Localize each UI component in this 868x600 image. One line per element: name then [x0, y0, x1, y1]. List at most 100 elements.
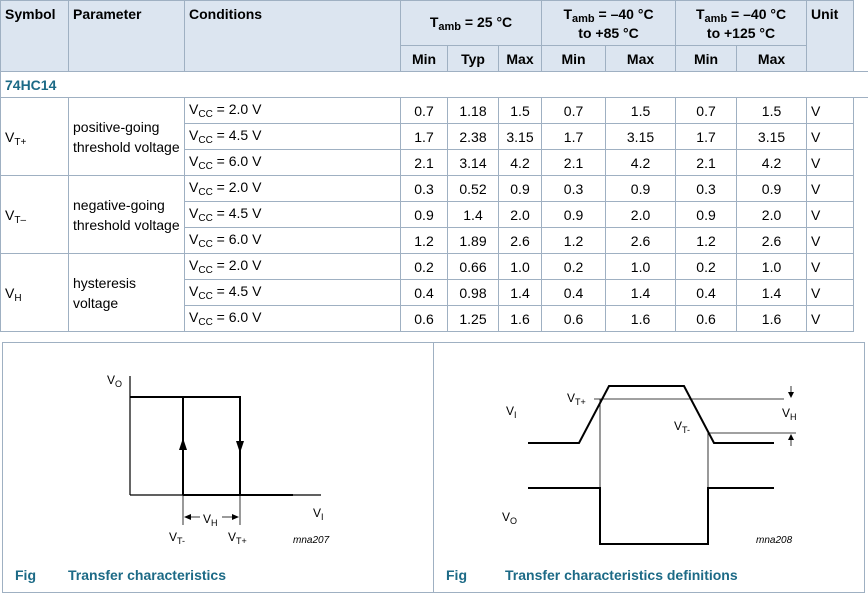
- value-cell: 1.2: [400, 227, 448, 254]
- condition-cell: VCC = 4.5 V: [184, 123, 401, 150]
- up-arrow-icon: [179, 438, 187, 450]
- value-cell: 3.15: [736, 123, 808, 150]
- condition-cell: VCC = 6.0 V: [184, 305, 401, 332]
- value-cell: 1.5: [736, 97, 808, 124]
- transfer-definitions-diagram: VI VO VT+ VT- VH mna208: [502, 385, 797, 546]
- value-cell: 0.4: [675, 279, 738, 306]
- unit-cell: V: [806, 123, 855, 150]
- figure-2-caption: Fig Transfer characteristics definitions: [446, 567, 738, 583]
- header-max: Max: [736, 45, 808, 72]
- table-row: VH hysteresis voltage VCC = 2.0 V 0.2 0.66 1.…: [0, 253, 868, 332]
- value-cell: 1.18: [447, 97, 499, 124]
- header-typ: Typ: [447, 45, 499, 72]
- hysteresis-upper-path: [130, 396, 241, 495]
- vo-axis-label: VO: [107, 373, 122, 389]
- value-cell: 0.7: [541, 97, 607, 124]
- header-min: Min: [675, 45, 738, 72]
- vh-label: VH: [782, 406, 797, 422]
- header-tamb-125: Tamb = –40 °C to +125 °C: [675, 0, 808, 46]
- value-cell: 0.9: [541, 201, 607, 228]
- input-waveform: [528, 385, 774, 444]
- header-max: Max: [605, 45, 677, 72]
- value-cell: 1.7: [400, 123, 448, 150]
- value-cell: 4.2: [605, 149, 677, 176]
- value-cell: 0.9: [400, 201, 448, 228]
- device-group-label: 74HC14: [0, 71, 868, 98]
- value-cell: 2.6: [736, 227, 808, 254]
- value-cell: 0.9: [736, 175, 808, 202]
- parameter-cell: hysteresis voltage: [68, 253, 185, 332]
- value-cell: 1.6: [605, 305, 677, 332]
- value-cell: 0.2: [400, 253, 448, 280]
- condition-cell: VCC = 6.0 V: [184, 227, 401, 254]
- value-cell: 0.3: [675, 175, 738, 202]
- table-row: VCC = 4.5 V 0.9 1.4 2.0 0.9 2.0 0.9 2.0 V: [1, 201, 868, 228]
- left-arrow-icon: [184, 514, 191, 520]
- symbol-cell: VT+: [0, 97, 69, 176]
- value-cell: 1.0: [736, 253, 808, 280]
- value-cell: 2.0: [497, 201, 543, 228]
- vh-up-arrow-icon: [788, 434, 794, 440]
- value-cell: 1.4: [497, 279, 543, 306]
- value-cell: 3.15: [497, 123, 543, 150]
- value-cell: 1.4: [447, 201, 499, 228]
- figure-ref-mna207: mna207: [293, 535, 330, 546]
- value-cell: 1.6: [497, 305, 543, 332]
- vt-minus-label: VT-: [674, 419, 690, 435]
- condition-cell: VCC = 2.0 V: [184, 97, 401, 124]
- value-cell: 1.2: [675, 227, 738, 254]
- value-cell: 2.0: [736, 201, 808, 228]
- parameter-cell: negative-going threshold voltage: [68, 175, 185, 254]
- right-arrow-icon: [232, 514, 239, 520]
- header-conditions: Conditions: [184, 0, 401, 72]
- value-cell: 2.1: [541, 149, 607, 176]
- parameter-cell: positive-going threshold voltage: [68, 97, 185, 176]
- value-cell: 0.52: [447, 175, 499, 202]
- unit-cell: V: [806, 253, 855, 280]
- unit-cell: V: [806, 227, 855, 254]
- unit-cell: V: [806, 201, 855, 228]
- table-row: VCC = 4.5 V 1.7 2.38 3.15 1.7 3.15 1.7 3.15 V: [1, 123, 868, 150]
- value-cell: 1.5: [605, 97, 677, 124]
- value-cell: 0.2: [541, 253, 607, 280]
- condition-cell: VCC = 4.5 V: [184, 279, 401, 306]
- header-min: Min: [400, 45, 448, 72]
- condition-cell: VCC = 4.5 V: [184, 201, 401, 228]
- value-cell: 1.89: [447, 227, 499, 254]
- table-row: VT+ positive-going threshold voltage VCC =…: [0, 97, 868, 176]
- header-unit: Unit: [806, 0, 855, 72]
- table-row: VT– negative-going threshold voltage VCC =…: [0, 175, 868, 254]
- value-cell: 2.38: [447, 123, 499, 150]
- header-tamb-85: Tamb = –40 °C to +85 °C: [541, 0, 677, 46]
- value-cell: 0.4: [541, 279, 607, 306]
- value-cell: 0.6: [541, 305, 607, 332]
- value-cell: 0.98: [447, 279, 499, 306]
- value-cell: 1.2: [541, 227, 607, 254]
- condition-cell: VCC = 6.0 V: [184, 149, 401, 176]
- value-cell: 1.5: [497, 97, 543, 124]
- condition-cell: VCC = 2.0 V: [184, 175, 401, 202]
- value-cell: 0.3: [400, 175, 448, 202]
- vh-down-arrow-icon: [788, 392, 794, 398]
- value-cell: 2.6: [605, 227, 677, 254]
- vh-label: VH: [203, 512, 218, 528]
- value-cell: 2.1: [675, 149, 738, 176]
- unit-cell: V: [806, 175, 855, 202]
- vi-label: VI: [506, 404, 517, 420]
- value-cell: 1.25: [447, 305, 499, 332]
- value-cell: 1.4: [736, 279, 808, 306]
- condition-cell: VCC = 2.0 V: [184, 253, 401, 280]
- figure-ref-mna208: mna208: [756, 535, 793, 546]
- value-cell: 0.6: [675, 305, 738, 332]
- value-cell: 0.7: [675, 97, 738, 124]
- unit-cell: V: [806, 305, 855, 332]
- value-cell: 1.6: [736, 305, 808, 332]
- vi-axis-label: VI: [313, 506, 324, 522]
- unit-cell: V: [806, 149, 855, 176]
- value-cell: 0.9: [675, 201, 738, 228]
- unit-cell: V: [806, 97, 855, 124]
- output-waveform: [528, 487, 774, 545]
- spec-table: Symbol Parameter Conditions Tamb = 25 °C…: [0, 0, 868, 332]
- figure-divider: [433, 343, 434, 592]
- value-cell: 1.7: [675, 123, 738, 150]
